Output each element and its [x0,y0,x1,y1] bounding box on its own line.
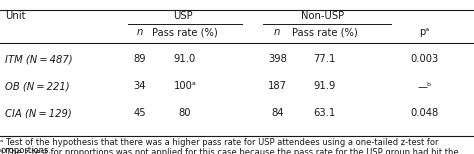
Text: Pass rate (%): Pass rate (%) [292,27,357,37]
Text: 84: 84 [271,108,283,118]
Text: CIA (N = 129): CIA (N = 129) [5,108,72,118]
Text: 0.048: 0.048 [410,108,438,118]
Text: 77.1: 77.1 [313,54,336,64]
Text: 89: 89 [134,54,146,64]
Text: Unit: Unit [5,11,25,21]
Text: 63.1: 63.1 [314,108,336,118]
Text: OB (N = 221): OB (N = 221) [5,81,69,91]
Text: n: n [274,27,281,37]
Text: proportions.: proportions. [0,146,51,154]
Text: Non-USP: Non-USP [301,11,344,21]
Text: —ᵇ: —ᵇ [417,81,431,91]
Text: ITM (N = 487): ITM (N = 487) [5,54,73,64]
Text: 398: 398 [268,54,287,64]
Text: 187: 187 [268,81,287,91]
Text: 91.0: 91.0 [174,54,196,64]
Text: 45: 45 [134,108,146,118]
Text: 91.9: 91.9 [313,81,336,91]
Text: Pass rate (%): Pass rate (%) [152,27,218,37]
Text: ᵇ The z-test for proportions was not applied for this case because the pass rate: ᵇ The z-test for proportions was not app… [0,148,459,154]
Text: USP: USP [173,11,192,21]
Text: 80: 80 [179,108,191,118]
Text: 0.003: 0.003 [410,54,438,64]
Text: pᵃ: pᵃ [419,27,429,37]
Text: n: n [137,27,143,37]
Text: ᵃ Test of the hypothesis that there was a higher pass rate for USP attendees usi: ᵃ Test of the hypothesis that there was … [0,138,438,147]
Text: 100ᵃ: 100ᵃ [173,81,196,91]
Text: 34: 34 [134,81,146,91]
